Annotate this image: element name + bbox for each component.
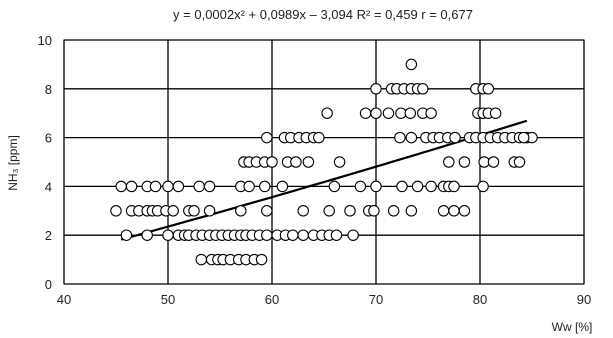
data-point [443,156,455,168]
data-point [330,229,343,241]
data-point [477,180,489,193]
data-point [141,229,153,241]
data-point [370,180,382,193]
data-point [396,180,408,193]
data-point [195,253,208,266]
data-point [370,83,382,95]
data-point [359,107,372,119]
trendline-group [120,119,528,241]
data-point [449,131,461,144]
data-point [258,180,271,193]
data-point [115,180,127,193]
data-point [302,156,315,168]
data-point [203,205,216,217]
data-point [405,205,418,217]
data-point [517,131,530,144]
data-point [347,229,359,241]
data-point [394,131,406,144]
data-point [243,180,255,193]
data-point [110,205,122,217]
y-tick-label: 2 [45,228,52,243]
data-point [321,107,333,119]
data-point [149,180,162,193]
data-point [261,205,273,217]
y-tick-label: 0 [45,277,52,292]
data-point [162,229,174,241]
x-tick-label: 70 [369,292,383,307]
data-point [287,229,299,241]
data-point [487,156,500,168]
data-point [276,180,289,193]
data-point [448,180,460,193]
y-tick-label: 8 [45,82,52,97]
data-point [513,156,526,168]
plot-area-border [63,39,585,285]
data-point [290,156,302,168]
data-point [297,205,309,217]
data-point [203,180,216,193]
x-tick-label: 90 [577,292,591,307]
data-point [261,229,273,241]
data-point [172,180,185,193]
chart-title: y = 0,0002x² + 0,0989x – 3,094 R² = 0,45… [173,7,473,22]
data-point [261,131,273,144]
data-point [162,180,174,193]
data-point [188,205,200,217]
data-point [458,156,471,168]
x-tick-labels: 40 50 60 70 80 90 [57,292,591,307]
data-point [405,131,418,144]
data-point [489,107,502,119]
data-point [235,205,247,217]
data-point [193,180,205,193]
x-tick-label: 50 [161,292,175,307]
data-point [354,180,367,193]
grid [63,39,585,285]
data-point [333,156,346,168]
x-tick-label: 40 [57,292,71,307]
data-point [425,180,437,193]
data-point [405,58,418,71]
data-point [368,205,380,217]
data-point [387,205,400,217]
data-points [110,58,538,266]
data-point [120,229,133,241]
y-tick-labels: 0 2 4 6 8 10 [38,33,52,292]
data-point [437,205,450,217]
data-point [482,83,495,95]
x-tick-label: 80 [473,292,487,307]
y-tick-label: 6 [45,131,52,146]
data-point [448,205,460,217]
data-point [313,131,325,144]
data-point [167,205,179,217]
data-point [297,229,309,241]
data-point [411,180,424,193]
data-point [255,253,268,266]
data-point [370,107,382,119]
trendline [120,119,528,241]
y-axis-label: NH₃ [ppm] [6,135,20,191]
y-tick-label: 10 [38,33,52,48]
data-point [458,205,471,217]
x-tick-label: 60 [265,292,279,307]
data-point [344,205,356,217]
data-point [382,107,395,119]
data-point [323,205,335,217]
data-point [328,180,341,193]
data-point [417,83,429,95]
data-point [404,107,417,119]
data-point [425,107,437,119]
y-tick-label: 4 [45,179,52,194]
data-point [266,156,278,168]
data-point [125,180,138,193]
x-axis-label: Ww [%] [552,320,593,334]
